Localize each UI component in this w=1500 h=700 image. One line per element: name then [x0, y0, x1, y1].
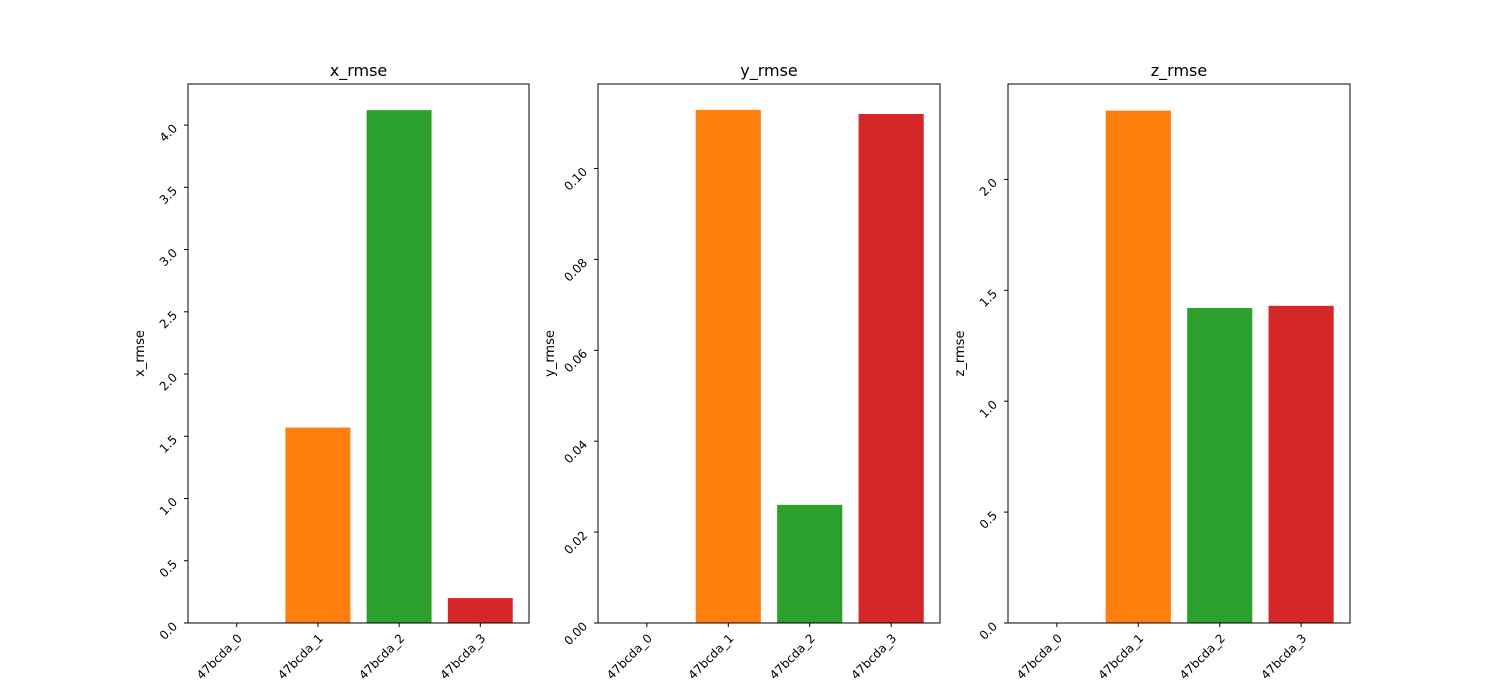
axes-frame: [1007, 83, 1351, 624]
x-tick-label: 47bcda_1: [275, 631, 326, 682]
y-axis-label: z_rmse: [953, 331, 968, 377]
bar-47bcda_3: [447, 598, 513, 623]
x-tick-label: 47bcda_3: [848, 631, 899, 682]
x-tick-label: 47bcda_3: [437, 631, 488, 682]
bar-47bcda_2: [1187, 308, 1253, 623]
x-tick-label: 47bcda_0: [194, 631, 245, 682]
bar-47bcda_1: [1105, 110, 1171, 623]
y-tick-label: 1.0: [977, 397, 1000, 420]
bar-47bcda_3: [1268, 305, 1334, 623]
x-tick-label: 47bcda_0: [1014, 631, 1065, 682]
axes-frame: [597, 83, 941, 624]
y-tick-label: 2.5: [157, 308, 180, 331]
bar-47bcda_2: [777, 504, 843, 623]
y-tick-label: 0.08: [561, 256, 590, 285]
chart-title: z_rmse: [1151, 61, 1207, 81]
y-tick-label: 0.04: [561, 437, 590, 466]
bar-47bcda_3: [858, 113, 924, 624]
axes-frame: [187, 83, 530, 624]
y-tick-label: 1.5: [977, 287, 1000, 310]
subplot-x_rmse: x_rmse x_rmse 0.0 0.5 1.0 1.5 2.0 2.5 3.0 3.5 4.0 4…: [133, 61, 530, 682]
x-tick-label: 47bcda_3: [1258, 631, 1309, 682]
y-tick-label: 0.0: [157, 619, 180, 642]
x-tick-label: 47bcda_2: [1177, 631, 1228, 682]
y-tick-label: 0.06: [561, 347, 590, 376]
x-tick-label: 47bcda_2: [356, 631, 407, 682]
y-tick-label: 0.10: [561, 165, 590, 194]
y-tick-label: 4.0: [157, 121, 180, 144]
bar-47bcda_2: [366, 110, 432, 624]
y-tick-label: 0.00: [561, 619, 590, 648]
y-tick-label: 0.0: [977, 619, 1000, 642]
y-axis-label: y_rmse: [543, 330, 558, 377]
y-tick-label: 1.5: [157, 433, 180, 456]
y-tick-label: 0.02: [561, 528, 590, 557]
x-tick-label: 47bcda_1: [685, 631, 736, 682]
x-tick-label: 47bcda_1: [1095, 631, 1146, 682]
y-tick-label: 2.0: [977, 176, 1000, 199]
subplot-z_rmse: z_rmse z_rmse 0.0 0.5 1.0 1.5 2.0 47bcda_0 47bcd…: [953, 61, 1351, 682]
x-tick-label: 47bcda_2: [767, 631, 818, 682]
x-tick-label: 47bcda_0: [604, 631, 655, 682]
y-tick-label: 1.0: [157, 495, 180, 518]
y-tick-label: 0.5: [157, 557, 180, 580]
y-axis-label: x_rmse: [133, 330, 148, 377]
y-tick-label: 0.5: [977, 508, 1000, 531]
y-tick-label: 3.0: [157, 246, 180, 269]
y-tick-label: 3.5: [157, 184, 180, 207]
bar-47bcda_1: [285, 427, 351, 623]
bar-47bcda_1: [695, 109, 761, 623]
chart-title: x_rmse: [330, 61, 388, 81]
chart-title: y_rmse: [740, 61, 798, 81]
y-tick-label: 2.0: [157, 370, 180, 393]
subplot-y_rmse: y_rmse y_rmse 0.00 0.02 0.04 0.06 0.08 0.10 47bc…: [543, 61, 941, 682]
